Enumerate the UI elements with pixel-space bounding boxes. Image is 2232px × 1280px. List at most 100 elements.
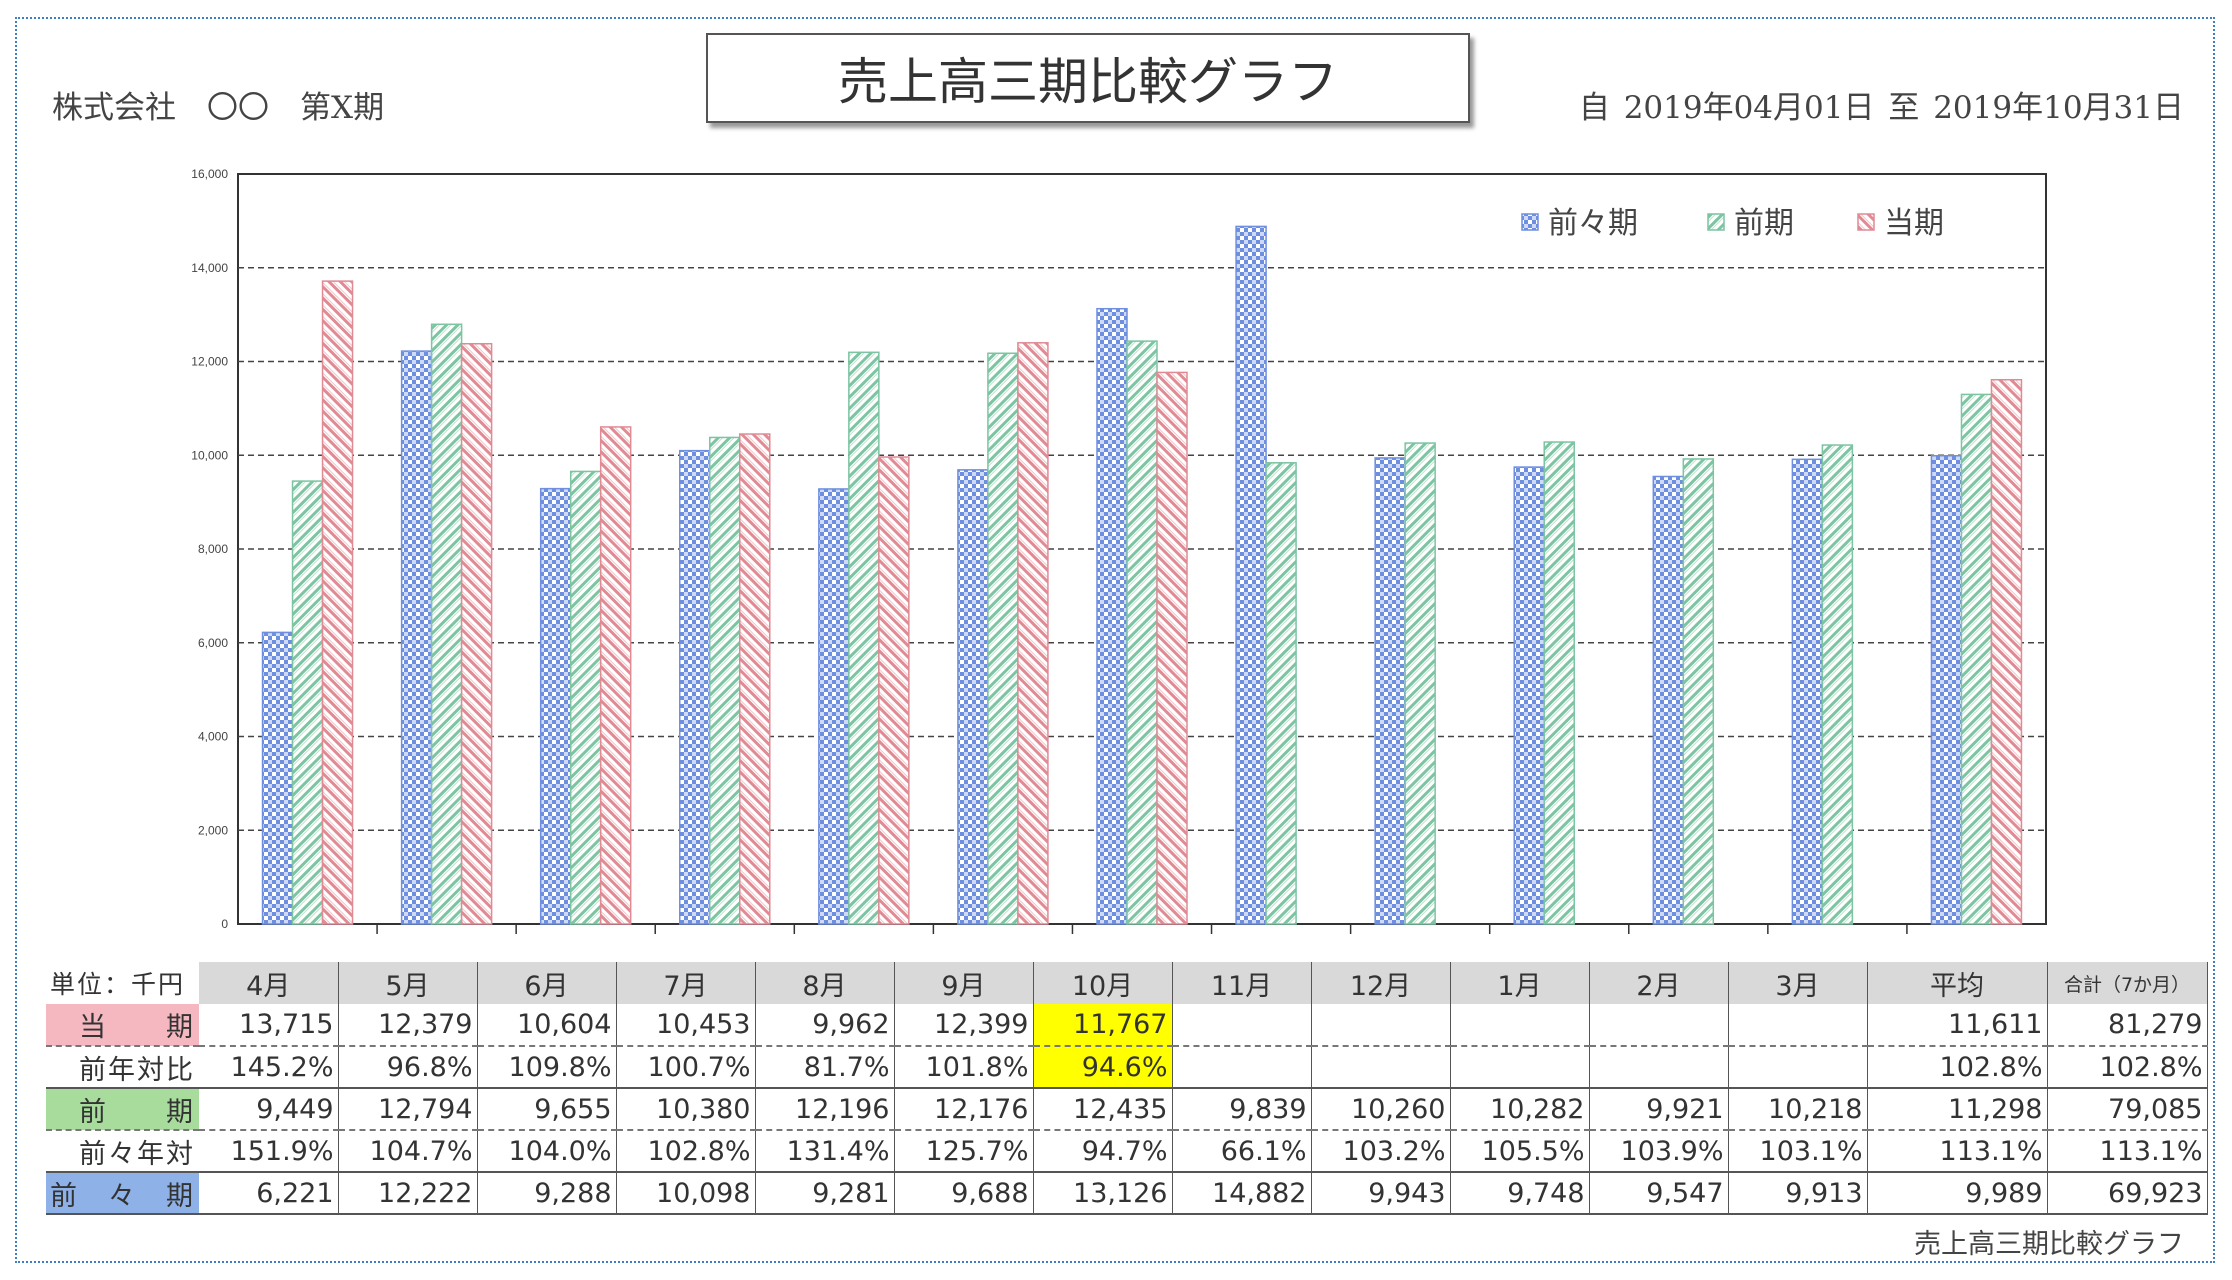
table-cell: 96.8% [338,1046,478,1089]
table-cell: 9,943 [1311,1172,1451,1215]
legend-label: 前期 [1734,206,1794,241]
bar-当期-6月 [599,426,632,925]
column-header: 10月 [1033,962,1173,1004]
row-label: 前 々 期 [46,1172,199,1215]
table-cell: 104.7% [338,1130,478,1173]
bar-前々期-平均 [1930,455,1963,925]
y-tick-label: 2,000 [198,823,228,837]
table-cell: 103.2% [1311,1130,1451,1173]
column-header: 6月 [477,962,617,1004]
row-label: 前々年対 [46,1130,199,1173]
column-header: 2月 [1589,962,1729,1004]
bar-前期-11月 [1265,462,1297,925]
table-cell: 81,279 [2047,1004,2208,1047]
table-cell: 9,688 [894,1172,1034,1215]
table-cell: 12,794 [338,1088,478,1131]
column-header: 9月 [894,962,1034,1004]
page-frame [15,17,2215,1263]
table-cell: 10,380 [616,1088,756,1131]
table-row: 前年対比 145.2% 96.8% 109.8% 100.7% 81.7% 101.8% 94… [46,1046,2208,1089]
table-cell: 11,767 [1033,1004,1173,1047]
bar-前期-5月 [430,323,463,925]
bar-当期-9月 [1017,342,1049,925]
period-to-label: 至 [1888,90,1920,126]
table-cell: 113.1% [2047,1130,2208,1173]
bar-当期-10月 [1156,371,1188,925]
table-row: 前 々 期 6,221 12,222 9,288 10,098 9,281 9,688 13,… [46,1172,2208,1215]
bar-前期-12月 [1404,442,1436,925]
bar-当期-8月 [878,456,910,925]
table-cell: 131.4% [755,1130,895,1173]
table-cell [1311,1004,1451,1047]
company-name: 株式会社 〇〇 第X期 [52,90,385,126]
table-cell: 9,962 [755,1004,895,1047]
bar-当期-7月 [739,433,771,925]
table-cell: 102.8% [1867,1046,2048,1089]
column-header: 1月 [1450,962,1590,1004]
column-header: 5月 [338,962,478,1004]
bar-前々期-1月 [1513,466,1545,925]
table-cell: 9,288 [477,1172,617,1215]
column-header: 4月 [199,962,339,1004]
column-header: 11月 [1172,962,1312,1004]
period-from-label: 自 [1578,90,1610,126]
bar-前々期-8月 [818,488,850,925]
table-cell: 101.8% [894,1046,1034,1089]
table-cell [1728,1004,1868,1047]
table-cell: 66.1% [1172,1130,1312,1173]
table-cell: 94.6% [1033,1046,1173,1089]
bar-前期-10月 [1126,340,1158,925]
y-tick-label: 4,000 [198,730,228,744]
table-cell: 125.7% [894,1130,1034,1173]
y-tick-label: 10,000 [191,448,228,462]
column-header: 8月 [755,962,895,1004]
y-tick-label: 14,000 [191,261,228,275]
table-cell: 12,222 [338,1172,478,1215]
period-range: 自 2019年04月01日 至 2019年10月31日 [1575,82,2184,127]
table-cell [1450,1004,1590,1047]
column-header: 合計（7か月） [2047,962,2208,1004]
table-cell: 9,748 [1450,1172,1590,1215]
bar-前期-6月 [569,470,602,925]
table-cell: 10,453 [616,1004,756,1047]
footer-caption: 売上高三期比較グラフ [1914,1229,2184,1260]
table-cell: 9,989 [1867,1172,2048,1215]
bar-前期-7月 [709,436,741,925]
table-cell: 151.9% [199,1130,339,1173]
table-cell: 11,298 [1867,1088,2048,1131]
y-tick-label: 8,000 [198,542,228,556]
table-cell: 12,176 [894,1088,1034,1131]
table-row: 当 期 13,715 12,379 10,604 10,453 9,962 12,399 11… [46,1004,2208,1047]
y-tick-label: 16,000 [191,167,228,181]
table-cell: 12,435 [1033,1088,1173,1131]
table-cell: 12,196 [755,1088,895,1131]
table-cell [1311,1046,1451,1089]
table-row: 前 期 9,449 12,794 9,655 10,380 12,196 12,176 12,… [46,1088,2208,1131]
table-cell: 12,399 [894,1004,1034,1047]
bars [261,225,2023,925]
table-cell: 10,098 [616,1172,756,1215]
row-label: 当 期 [46,1004,199,1047]
table-cell: 109.8% [477,1046,617,1089]
table-header-row: 単位：千円 4月 5月 6月 7月 8月 9月 10月 11月 12月 1月 2月 3月 平均 合計（7か月… [46,962,2208,1004]
bar-前期-2月 [1682,458,1715,925]
table-cell: 100.7% [616,1046,756,1089]
bar-前期-8月 [848,351,880,925]
table-row: 前々年対 151.9% 104.7% 104.0% 102.8% 131.4% 125.7%… [46,1130,2208,1173]
bar-当期-平均 [1990,378,2023,925]
period-from: 2019年04月01日 [1623,90,1875,126]
legend-label: 当期 [1884,206,1944,241]
table-cell: 9,839 [1172,1088,1312,1131]
table-cell: 94.7% [1033,1130,1173,1173]
row-label: 前 期 [46,1088,199,1131]
legend: 前々期 前期 当期 [1521,206,1944,241]
column-header: 3月 [1728,962,1868,1004]
page-title: 売上高三期比較グラフ [706,33,1470,123]
table-cell: 9,449 [199,1088,339,1131]
x-axis [376,924,1908,934]
table-cell: 9,281 [755,1172,895,1215]
table-cell: 103.9% [1589,1130,1729,1173]
bar-前々期-11月 [1235,225,1267,925]
table-cell: 102.8% [616,1130,756,1173]
bar-前期-4月 [291,480,324,925]
